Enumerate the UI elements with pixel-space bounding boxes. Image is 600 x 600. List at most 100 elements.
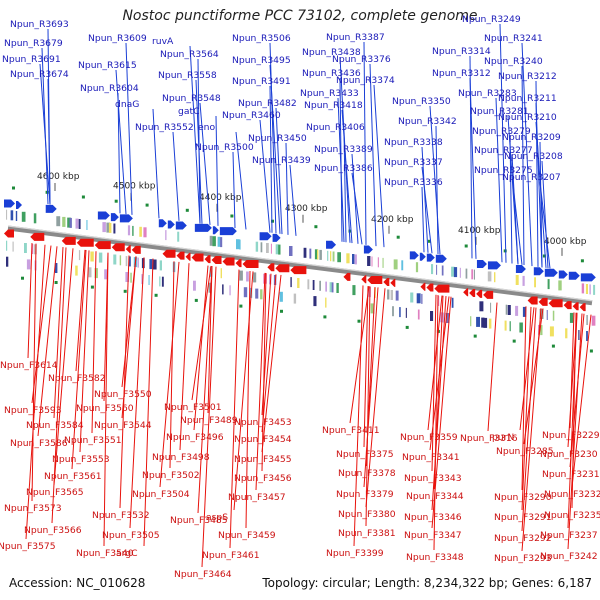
feature-bar [119,255,122,266]
reverse-leader-line [51,247,67,524]
forward-strand-genes [4,199,596,282]
forward-gene-arrow [419,252,426,261]
reverse-leader-line [567,312,578,529]
forward-gene-label: Npun_R3691 [2,54,61,205]
ruler-tick: 4100 kbp [458,226,501,245]
reverse-gene-label: purN [492,307,535,443]
feature-bar [141,274,144,285]
forward-gene-label: Npun_R3460 [222,110,281,233]
feature-bar [270,243,272,254]
forward-gene-label: Npun_R3336 [384,177,443,253]
feature-bar [337,252,341,263]
feature-bar [552,310,555,321]
ruler-tick-label: 4500 kbp [113,182,156,192]
feature-bar [546,310,548,320]
ruler-tick-label: 4400 kbp [199,193,242,203]
forward-gene-arrow [119,214,133,223]
feature-bar [332,251,335,262]
reverse-gene-arrow [343,272,351,281]
forward-gene-label-text: gatC [178,106,199,117]
feature-bar [569,312,574,323]
feature-bar [279,291,283,302]
feature-bar [540,325,543,336]
forward-gene-label-text: Npun_R3240 [484,56,543,67]
reverse-gene-label: Npun_F3553 [52,250,110,465]
feature-bar [473,269,475,280]
forward-gene-label: Npun_R3552 [135,122,194,221]
reverse-gene-label: aspS [206,271,254,523]
forward-gene-arrow [110,213,119,222]
reverse-leader-line [27,243,33,359]
reverse-leader-line [71,249,87,470]
feature-bar [208,282,212,293]
reverse-leader-line [53,247,64,419]
rna-marker [239,304,243,308]
reverse-gene-label: Npun_F3242 [540,313,598,562]
feature-bar [229,285,231,296]
reverse-gene-arrow [367,275,383,284]
forward-gene-label-text: Npun_R3376 [332,54,391,65]
ruler-tick-label: 4200 kbp [371,215,414,225]
forward-gene-arrow [409,251,419,260]
forward-gene-label-text: Npun_R3564 [160,49,219,60]
forward-gene-label-text: Npun_R3281 [470,106,529,117]
reverse-gene-arrow [131,245,141,254]
reverse-gene-label: Npun_F3498 [152,263,210,463]
feature-bar [410,292,414,303]
forward-gene-arrow [533,267,544,276]
forward-gene-label-text: Npun_R3482 [238,98,297,109]
forward-gene-label: Npun_R3491 [232,76,291,233]
feature-bar [104,269,108,280]
reverse-leader-line [261,274,282,453]
reverse-gene-label: Npun_F3532 [92,255,150,521]
reverse-leader-line [363,287,379,488]
feature-bar [314,249,318,260]
feature-bar [113,223,116,234]
reverse-gene-arrow [538,297,548,306]
forward-gene-label: Npun_R3674 [10,69,69,205]
forward-leader-line [152,108,160,219]
forward-gene-label-text: Npun_R3350 [392,96,451,107]
reverse-gene-label: Npun_F3496 [166,265,224,443]
feature-bar [88,267,92,278]
reverse-gene-label-text: Npun_F3464 [174,569,232,580]
reverse-leader-line [129,257,145,529]
feature-bar [6,209,8,220]
reverse-gene-label: Npun_F3461 [202,269,260,561]
reverse-leader-line [75,249,86,372]
feature-bar [108,222,112,233]
forward-leader-line [269,85,273,233]
forward-gene-label: Npun_R3275 [474,165,533,265]
reverse-gene-label-text: Npun_F3505 [102,530,160,541]
reverse-gene-arrow [420,282,426,291]
reverse-gene-arrow [476,289,483,298]
feature-bar [130,272,132,283]
feature-bar [591,315,596,326]
rna-marker [427,239,431,243]
feature-bar [260,289,263,300]
reverse-gene-label-text: Npun_F3496 [166,432,224,443]
forward-gene-label-text: Npun_R3374 [336,75,395,86]
feature-bar [255,288,259,299]
feature-bar [481,317,485,328]
feature-bar [152,259,157,270]
forward-leader-line [189,45,201,224]
forward-gene-label: ruvA [152,36,201,224]
feature-bar [453,267,458,278]
reverse-gene-label: Npun_F3575 [0,244,56,552]
feature-bar [415,262,419,273]
forward-gene-label-text: Npun_R3275 [474,165,533,176]
forward-gene-label-text: Npun_R3207 [502,172,561,183]
feature-bar [143,227,147,238]
feature-bar [222,284,224,295]
forward-gene-label-text: Npun_R3438 [302,47,361,58]
reverse-gene-label-text: Npun_F3348 [406,552,464,563]
feature-bar [354,254,357,265]
reverse-leader-line [119,255,130,509]
forward-gene-label-text: Npun_R3279 [472,126,531,137]
forward-leader-line [275,107,283,235]
forward-gene-label-text: Npun_R3249 [462,14,521,25]
forward-gene-label: Npun_R3376 [332,54,391,247]
feature-bar [239,239,241,250]
feature-bar [128,256,131,267]
